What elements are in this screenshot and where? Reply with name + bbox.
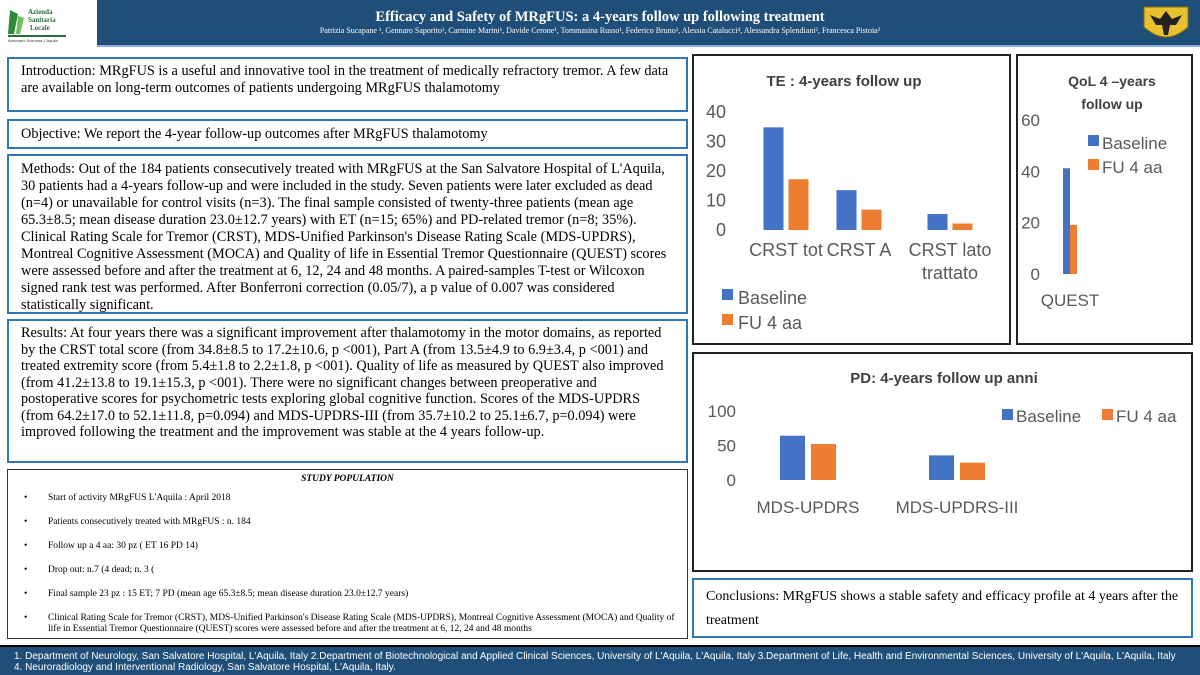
study-population-title: STUDY POPULATION bbox=[301, 474, 394, 484]
x-tick-label: CRST lato bbox=[909, 240, 992, 260]
list-item: Start of activity MRgFUS L'Aquila : Apri… bbox=[16, 493, 679, 504]
y-tick-label: 30 bbox=[706, 132, 726, 152]
introduction-box: Introduction: MRgFUS is a useful and inn… bbox=[7, 57, 688, 112]
chart-title: PD: 4-years follow up anni bbox=[850, 370, 1038, 387]
pd-chart: PD: 4-years follow up anni 0 50 100 MDS-UPDR… bbox=[692, 352, 1193, 572]
qol-chart: QoL 4 –years follow up 0 20 40 60 QUEST Baselin… bbox=[1016, 54, 1193, 345]
y-tick-label: 50 bbox=[717, 437, 736, 456]
x-tick-label: CRST A bbox=[827, 240, 892, 260]
bar-baseline bbox=[927, 214, 948, 230]
x-tick-label: MDS-UPDRS-III bbox=[896, 498, 1019, 517]
y-tick-label: 0 bbox=[716, 220, 726, 240]
chart-title: TE : 4-years follow up bbox=[766, 73, 921, 90]
chart-title: QoL 4 –years bbox=[1068, 73, 1156, 89]
x-tick-label: trattato bbox=[922, 263, 978, 283]
legend-swatch bbox=[1088, 135, 1099, 146]
methods-box: Methods: Out of the 184 patients consecu… bbox=[7, 154, 688, 314]
y-tick-label: 100 bbox=[708, 402, 736, 421]
te-chart: TE : 4-years follow up 0 10 20 30 40 CRST tot C… bbox=[692, 54, 1011, 345]
y-tick-label: 0 bbox=[727, 471, 736, 490]
list-item: Final sample 23 pz : 15 ET; 7 PD (mean a… bbox=[16, 589, 679, 600]
legend-label: FU 4 aa bbox=[738, 313, 803, 333]
bar-baseline bbox=[780, 435, 805, 480]
svg-text:Locale: Locale bbox=[30, 24, 50, 32]
bar-fu-4-aa bbox=[788, 179, 809, 230]
x-tick-label: MDS-UPDRS bbox=[757, 498, 860, 517]
asl-logo: Azienda Sanitaria Locale Avezzano Sulmon… bbox=[8, 8, 66, 43]
legend-label: FU 4 aa bbox=[1116, 407, 1177, 426]
legend-swatch bbox=[1002, 409, 1013, 420]
bar-fu-4-aa bbox=[960, 462, 985, 480]
results-box: Results: At four years there was a signi… bbox=[7, 319, 688, 463]
affiliations-footer: 1. Department of Neurology, San Salvator… bbox=[0, 645, 1200, 675]
legend-label: Baseline bbox=[1102, 134, 1167, 153]
svg-text:Sanitaria: Sanitaria bbox=[28, 16, 56, 24]
legend-label: Baseline bbox=[738, 288, 807, 308]
svg-text:Azienda: Azienda bbox=[28, 8, 53, 16]
legend-swatch bbox=[1088, 159, 1099, 170]
bar-fu-4-aa bbox=[952, 223, 973, 230]
legend-label: FU 4 aa bbox=[1102, 158, 1163, 177]
poster-title: Efficacy and Safety of MRgFUS: a 4-years… bbox=[375, 9, 825, 25]
objective-box: Objective: We report the 4-year follow-u… bbox=[7, 119, 688, 149]
list-item: Drop out: n.7 (4 dead; n. 3 ( bbox=[16, 565, 679, 576]
title-banner bbox=[97, 0, 1200, 47]
y-tick-label: 0 bbox=[1031, 265, 1040, 284]
legend-swatch bbox=[722, 314, 733, 325]
chart-title: follow up bbox=[1081, 96, 1142, 112]
y-tick-label: 10 bbox=[706, 191, 726, 211]
y-tick-label: 60 bbox=[1021, 111, 1040, 130]
bar-baseline bbox=[763, 127, 784, 230]
legend-swatch bbox=[722, 289, 733, 300]
x-tick-label: QUEST bbox=[1041, 291, 1100, 310]
bar-baseline bbox=[929, 455, 954, 480]
bar-baseline bbox=[836, 190, 857, 230]
y-tick-label: 20 bbox=[706, 161, 726, 181]
y-tick-label: 40 bbox=[706, 102, 726, 122]
list-item: Patients consecutively treated with MRgF… bbox=[16, 517, 679, 528]
authors: Patrizia Sucapane ¹, Gennaro Saporito¹, … bbox=[319, 26, 881, 35]
y-tick-label: 40 bbox=[1021, 162, 1040, 181]
university-crest-logo bbox=[1143, 6, 1189, 38]
list-item: Follow up a 4 aa: 30 pz ( ET 16 PD 14) bbox=[16, 541, 679, 552]
study-population-box: STUDY POPULATION Start of activity MRgFU… bbox=[7, 469, 688, 639]
bar-fu-4-aa bbox=[1070, 224, 1077, 274]
x-tick-label: CRST tot bbox=[749, 240, 823, 260]
svg-text:Avezzano Sulmona L'Aquila: Avezzano Sulmona L'Aquila bbox=[8, 38, 58, 43]
conclusions-box: Conclusions: MRgFUS shows a stable safet… bbox=[692, 578, 1193, 638]
bar-baseline bbox=[1063, 168, 1070, 274]
list-item: Clinical Rating Scale for Tremor (CRST),… bbox=[16, 613, 679, 635]
legend-label: Baseline bbox=[1016, 407, 1081, 426]
y-tick-label: 20 bbox=[1021, 214, 1040, 233]
bar-fu-4-aa bbox=[811, 444, 836, 480]
bar-fu-4-aa bbox=[861, 209, 882, 230]
legend-swatch bbox=[1102, 409, 1113, 420]
